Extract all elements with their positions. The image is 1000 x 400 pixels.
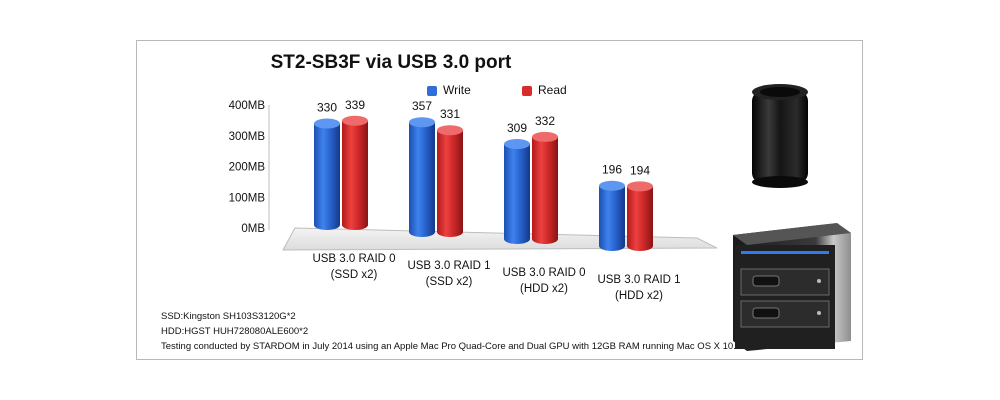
data-label-read-1: 331 [440, 107, 460, 121]
bar-base-write-2 [504, 234, 530, 244]
data-label-write-0: 330 [317, 101, 337, 115]
category-label-3-1: (HDD x2) [615, 290, 663, 302]
mac-pro-image [752, 84, 808, 188]
bar-cap-read-1 [437, 125, 463, 136]
bar-cap-read-2 [532, 131, 558, 142]
bar-cap-write-2 [504, 138, 530, 149]
bar-write-3 [599, 185, 625, 246]
data-label-read-3: 194 [630, 163, 650, 177]
bar-base-write-1 [409, 227, 435, 237]
bar-base-write-0 [314, 220, 340, 230]
legend-label-write: Write [443, 83, 471, 97]
data-label-write-3: 196 [602, 163, 622, 177]
bar-base-read-0 [342, 220, 368, 230]
category-label-1-1: (SSD x2) [426, 276, 473, 288]
note-testing: Testing conducted by STARDOM in July 201… [161, 341, 744, 352]
y-axis: 0MB 100MB 200MB 300MB 400MB [229, 100, 270, 235]
data-label-read-0: 339 [345, 98, 365, 112]
y-tick-label: 300MB [229, 131, 266, 143]
y-tick-label: 100MB [229, 192, 266, 204]
bar-write-0 [314, 123, 340, 225]
bar-cap-write-1 [409, 117, 435, 128]
enclosure-image [733, 223, 851, 351]
legend-label-read: Read [538, 83, 567, 97]
bar-read-1 [437, 130, 463, 232]
legend-swatch-read [522, 85, 532, 96]
legend-swatch-write [427, 85, 437, 96]
data-labels: 330 339 357 331 309 332 196 194 [317, 98, 650, 178]
bar-cap-write-0 [314, 118, 340, 129]
data-label-write-2: 309 [507, 121, 527, 135]
y-tick-label: 200MB [229, 162, 266, 174]
bar-base-read-2 [532, 234, 558, 244]
category-label-2-0: USB 3.0 RAID 0 [502, 267, 585, 279]
category-label-2-1: (HDD x2) [520, 283, 568, 295]
category-label-3-0: USB 3.0 RAID 1 [597, 274, 680, 286]
category-label-0-0: USB 3.0 RAID 0 [312, 253, 395, 265]
bar-write-1 [409, 122, 435, 232]
y-tick-label: 400MB [229, 100, 266, 112]
note-ssd: SSD:Kingston SH103S3120G*2 [161, 311, 296, 322]
footnotes: SSD:Kingston SH103S3120G*2 HDD:HGST HUH7… [161, 309, 744, 354]
bar-write-2 [504, 143, 530, 239]
category-label-1-0: USB 3.0 RAID 1 [407, 260, 490, 272]
bar-cap-read-3 [627, 181, 653, 192]
chart-title: ST2-SB3F via USB 3.0 port [270, 52, 512, 73]
bar-read-3 [627, 186, 653, 246]
y-tick-label: 0MB [241, 223, 265, 235]
bars [314, 115, 653, 251]
category-label-0-1: (SSD x2) [331, 269, 378, 281]
bar-cap-write-3 [599, 180, 625, 191]
bar-read-2 [532, 136, 558, 239]
bar-read-0 [342, 120, 368, 225]
bar-cap-read-0 [342, 115, 368, 126]
legend-item-write: Write [427, 83, 471, 97]
category-labels: USB 3.0 RAID 0 (SSD x2) USB 3.0 RAID 1 (SSD… [312, 253, 680, 302]
legend-item-read: Read [522, 83, 567, 97]
bar-base-read-1 [437, 227, 463, 237]
bar-base-read-3 [627, 241, 653, 251]
bar-base-write-3 [599, 241, 625, 251]
data-label-write-1: 357 [412, 99, 432, 113]
data-label-read-2: 332 [535, 114, 555, 128]
note-hdd: HDD:HGST HUH728080ALE600*2 [161, 326, 309, 337]
chart-frame: ST2-SB3F via USB 3.0 port Write Read [136, 40, 863, 360]
